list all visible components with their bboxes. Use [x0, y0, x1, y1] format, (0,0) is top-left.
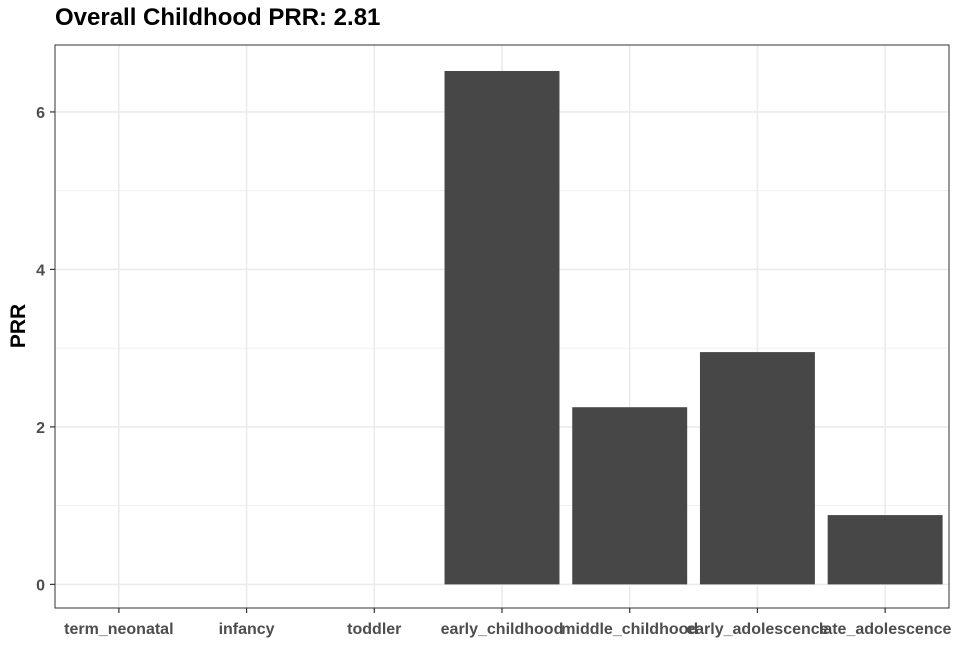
x-axis-ticks: term_neonatal infancy toddler early_childho…: [64, 608, 952, 638]
x-tick-label: term_neonatal: [64, 621, 173, 638]
x-tick-label: early_childhood: [441, 621, 564, 638]
x-tick-label: infancy: [219, 621, 275, 638]
bar-middle_childhood: [572, 407, 688, 585]
chart-title: Overall Childhood PRR: 2.81: [55, 4, 381, 31]
y-axis-ticks: 0 2 4 6: [36, 105, 55, 594]
x-tick-label: late_adolescence: [819, 621, 952, 638]
x-tick-label: early_adolescence: [686, 621, 828, 638]
bar-early_childhood: [444, 70, 560, 585]
x-tick-label: middle_childhood: [561, 621, 698, 638]
y-tick-label: 0: [36, 577, 45, 594]
bar-late_adolescence: [827, 515, 943, 585]
bars: [444, 70, 943, 585]
bar-early_adolescence: [699, 352, 815, 585]
y-tick-label: 2: [36, 420, 45, 437]
y-tick-label: 4: [36, 262, 45, 279]
y-tick-label: 6: [36, 105, 45, 122]
x-tick-label: toddler: [347, 621, 401, 638]
y-axis-title: PRR: [7, 304, 30, 348]
